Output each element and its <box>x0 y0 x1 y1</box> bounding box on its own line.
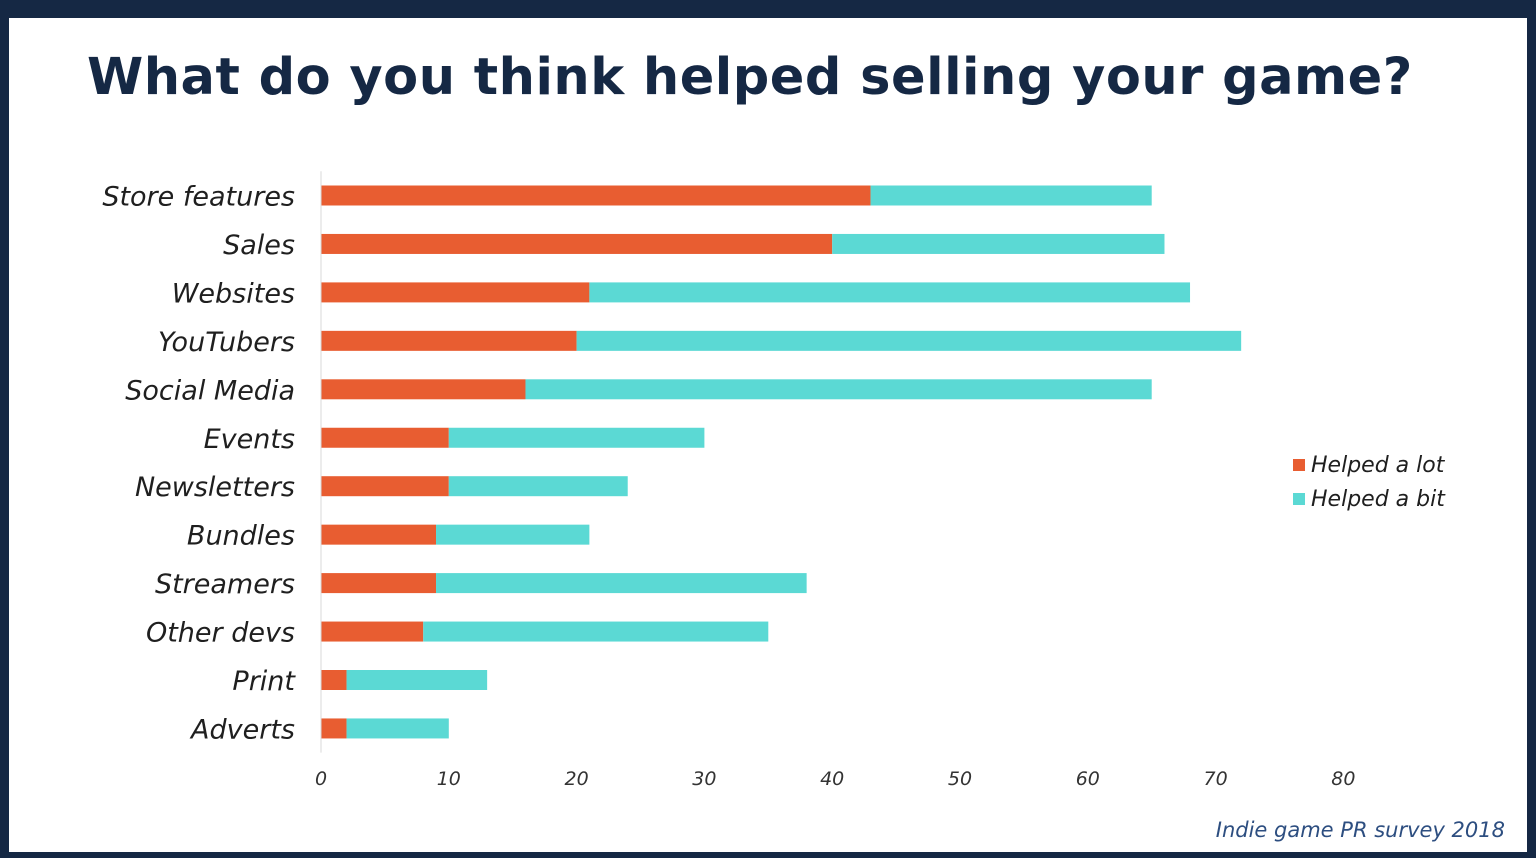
category-label-sales: Sales <box>223 230 295 261</box>
legend-swatch-helped-a-bit <box>1293 493 1305 505</box>
bar-sales-helped-a-lot <box>321 233 833 254</box>
category-labels: Store features Sales Websites YouTubers Soci… <box>102 182 296 746</box>
bar-bundles-helped-a-bit <box>436 524 590 545</box>
legend: Helped a lot Helped a bit <box>1293 448 1445 516</box>
bars-group <box>321 185 1242 739</box>
bar-social-media-helped-a-lot <box>321 379 526 400</box>
bar-other-devs-helped-a-lot <box>321 621 424 642</box>
bar-chart: Store features Sales Websites YouTubers Soci… <box>102 171 1356 790</box>
category-label-youtubers: YouTubers <box>158 327 295 358</box>
category-label-newsletters: Newsletters <box>135 472 295 503</box>
bar-print-helped-a-lot <box>321 670 347 690</box>
bar-bundles-helped-a-lot <box>321 524 437 545</box>
bar-youtubers-helped-a-bit <box>576 330 1242 351</box>
category-label-store-features: Store features <box>102 182 295 213</box>
legend-label-helped-a-lot: Helped a lot <box>1311 452 1445 478</box>
bar-print-helped-a-bit <box>346 670 488 690</box>
x-tick-label-60: 60 <box>1076 768 1100 790</box>
bar-websites-helped-a-bit <box>589 282 1191 303</box>
x-tick-label-80: 80 <box>1331 768 1355 790</box>
category-label-other-devs: Other devs <box>146 618 295 649</box>
bar-youtubers-helped-a-lot <box>321 330 577 351</box>
bar-streamers-helped-a-bit <box>436 573 807 594</box>
bar-newsletters-helped-a-lot <box>321 476 449 497</box>
category-label-bundles: Bundles <box>187 521 295 552</box>
bar-adverts-helped-a-lot <box>321 718 347 739</box>
chart-title: What do you think helped selling your ga… <box>87 48 1413 107</box>
slide: What do you think helped selling your ga… <box>9 18 1527 852</box>
x-tick-label-40: 40 <box>820 768 844 790</box>
bar-events-helped-a-lot <box>321 427 449 448</box>
legend-item-helped-a-bit: Helped a bit <box>1293 482 1445 516</box>
category-label-websites: Websites <box>172 278 295 309</box>
bar-other-devs-helped-a-bit <box>423 621 769 642</box>
category-label-events: Events <box>204 424 295 455</box>
bar-websites-helped-a-lot <box>321 282 590 303</box>
bar-adverts-helped-a-bit <box>346 718 449 739</box>
x-tick-label-10: 10 <box>437 768 461 790</box>
bar-sales-helped-a-bit <box>832 233 1165 254</box>
x-tick-label-30: 30 <box>692 768 716 790</box>
legend-swatch-helped-a-lot <box>1293 459 1305 471</box>
x-tick-label-50: 50 <box>948 768 972 790</box>
bar-streamers-helped-a-lot <box>321 573 437 594</box>
bar-newsletters-helped-a-bit <box>448 476 628 497</box>
category-label-social-media: Social Media <box>125 375 295 406</box>
bar-store-features-helped-a-lot <box>321 185 871 206</box>
x-tick-labels: 0 10 20 30 40 50 60 70 80 <box>315 768 1356 790</box>
x-tick-label-70: 70 <box>1204 768 1228 790</box>
source-note: Indie game PR survey 2018 <box>1215 818 1505 842</box>
category-label-adverts: Adverts <box>189 714 295 745</box>
legend-item-helped-a-lot: Helped a lot <box>1293 448 1445 482</box>
category-label-print: Print <box>232 666 296 697</box>
bar-store-features-helped-a-bit <box>870 185 1152 206</box>
bar-social-media-helped-a-bit <box>525 379 1152 400</box>
bar-events-helped-a-bit <box>448 427 705 448</box>
legend-label-helped-a-bit: Helped a bit <box>1311 486 1445 512</box>
x-tick-label-0: 0 <box>315 768 327 790</box>
x-tick-label-20: 20 <box>565 768 589 790</box>
category-label-streamers: Streamers <box>155 569 295 600</box>
